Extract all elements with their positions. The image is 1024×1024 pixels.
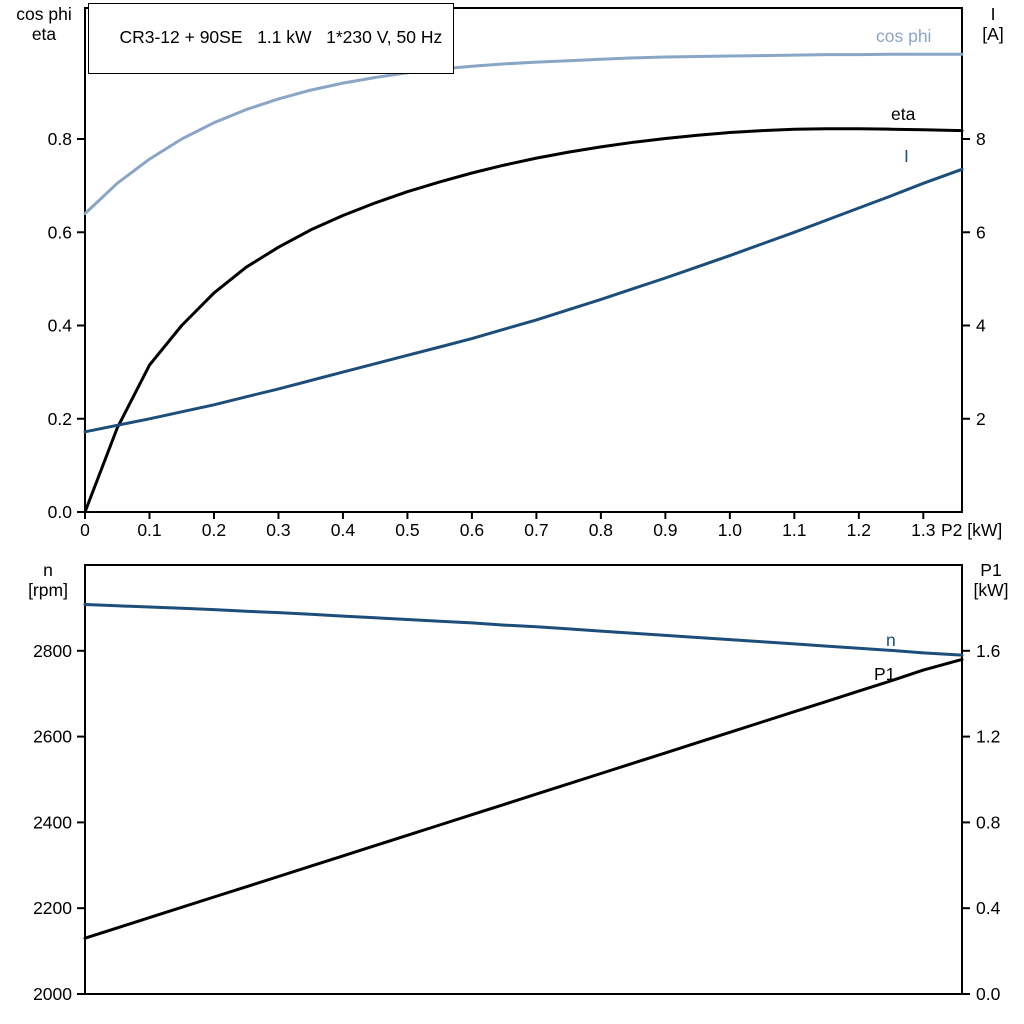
right-tick-label: 2 (976, 409, 986, 429)
series-eta (83, 127, 964, 514)
left-tick-label: 0.0 (48, 502, 73, 522)
left-tick-label: 2200 (33, 898, 72, 918)
axis-title-line: P1 (980, 560, 1002, 580)
x-tick-label: 0.2 (202, 520, 226, 540)
right-tick-label: 1.2 (976, 727, 1000, 747)
right-tick-label: 4 (976, 316, 986, 336)
left-tick-label: 2400 (33, 812, 72, 832)
panel-border (84, 564, 963, 995)
x-tick-label: 0.4 (331, 520, 356, 540)
left-tick-label: 2000 (33, 984, 72, 1004)
x-tick-label: 0.9 (653, 520, 677, 540)
axis-title-line: cos phi (16, 4, 72, 24)
axis-title-line: [kW] (973, 580, 1009, 600)
axis-title-line: eta (31, 24, 57, 44)
axis-title-line: I (990, 4, 996, 24)
panel-border (84, 7, 963, 513)
x-tick-label: 1.0 (718, 520, 743, 540)
x-tick-label: 0.1 (137, 520, 161, 540)
curve-label-p1: P1 (874, 664, 896, 684)
right-tick-label: 0.0 (976, 984, 1001, 1004)
chart-title-box: CR3-12 + 90SE 1.1 kW 1*230 V, 50 Hz (88, 3, 455, 74)
left-tick-label: 2800 (33, 641, 72, 661)
series-p1 (83, 657, 964, 940)
x-axis-label: P2 [kW] (941, 520, 1003, 540)
x-tick-label: 0.3 (266, 520, 290, 540)
x-tick-label: 1.2 (847, 520, 871, 540)
left-tick-label: 0.8 (48, 129, 72, 149)
axis-title-line: [A] (982, 24, 1004, 44)
right-tick-label: 0.4 (976, 898, 1001, 918)
series-cos-phi (83, 52, 964, 216)
right-tick-label: 8 (976, 129, 986, 149)
curve-label-n: n (886, 630, 896, 650)
x-tick-label: 0.7 (524, 520, 548, 540)
series-n (83, 603, 964, 657)
x-tick-label: 0.5 (395, 520, 419, 540)
curve-label-i: I (904, 146, 909, 166)
curve-label-cos-phi: cos phi (876, 26, 932, 46)
right-tick-label: 1.6 (976, 641, 1000, 661)
series-i (83, 167, 964, 434)
x-tick-label: 0.6 (460, 520, 484, 540)
curve-label-eta: eta (891, 104, 916, 124)
left-tick-label: 2600 (33, 727, 72, 747)
right-tick-label: 0.8 (976, 812, 1000, 832)
bottom-left-axis-title: n [rpm] (14, 560, 82, 600)
chart-title: CR3-12 + 90SE 1.1 kW 1*230 V, 50 Hz (119, 27, 443, 47)
bottom-right-axis-title: P1 [kW] (960, 560, 1022, 600)
axis-title-line: [rpm] (28, 580, 68, 600)
right-tick-label: 6 (976, 222, 986, 242)
left-tick-label: 0.2 (48, 409, 72, 429)
top-right-axis-title: I [A] (966, 4, 1020, 44)
x-tick-label: 0 (80, 520, 90, 540)
left-tick-label: 0.4 (48, 316, 73, 336)
axis-title-line: n (43, 560, 53, 580)
x-tick-label: 1.1 (782, 520, 806, 540)
x-tick-label: 0.8 (589, 520, 613, 540)
top-left-axis-title: cos phi eta (4, 4, 84, 44)
x-tick-label: 1.3 (911, 520, 935, 540)
left-tick-label: 0.6 (48, 222, 72, 242)
